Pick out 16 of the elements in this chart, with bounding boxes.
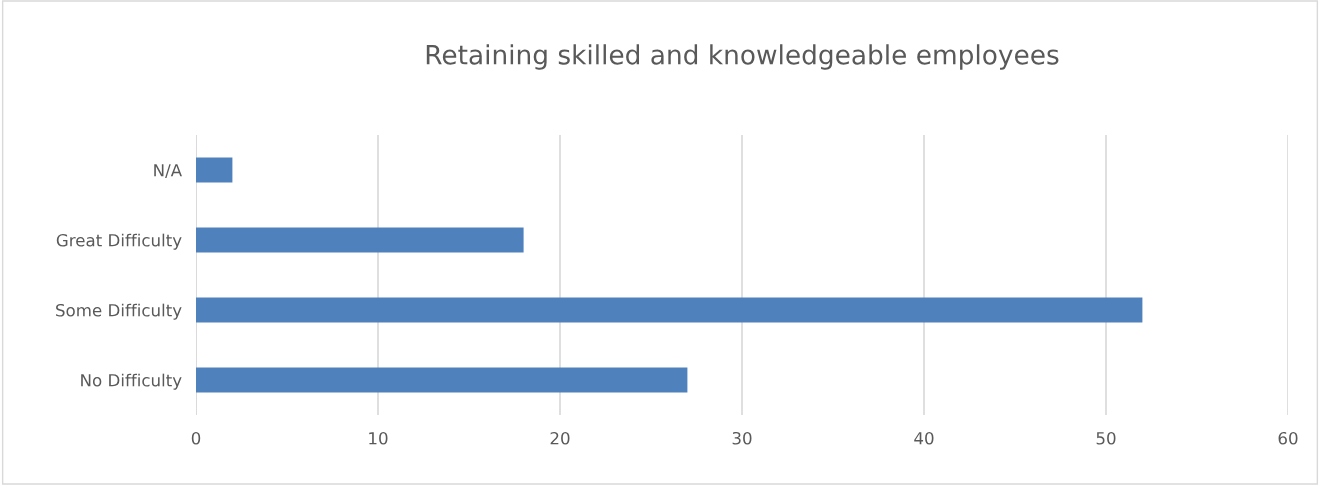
bar [196, 297, 1143, 323]
bar [196, 157, 233, 183]
x-tick-label: 40 [914, 431, 934, 445]
y-tick-label: No Difficulty [81, 373, 182, 390]
x-tick-label: 0 [191, 431, 201, 445]
x-tick-label: 30 [732, 431, 752, 445]
bar [196, 227, 524, 253]
y-tick-label: Some Difficulty [56, 303, 182, 320]
chart-title: Retaining skilled and knowledgeable employees [426, 44, 1059, 70]
y-tick-label: N/A [154, 164, 182, 178]
x-tick-label: 10 [369, 431, 388, 445]
bar [196, 367, 688, 393]
y-tick-label: Great Difficulty [56, 233, 182, 250]
x-tick-label: 60 [1278, 431, 1298, 445]
x-tick-label: 50 [1096, 431, 1116, 445]
x-tick-label: 20 [550, 431, 570, 445]
